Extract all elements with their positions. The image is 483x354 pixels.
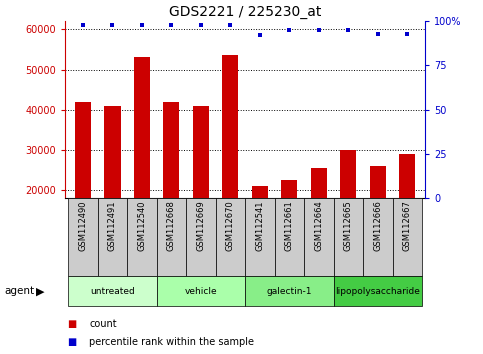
Text: count: count xyxy=(89,319,117,329)
Bar xyxy=(68,276,156,306)
Point xyxy=(285,27,293,33)
Bar xyxy=(275,198,304,276)
Text: GSM112666: GSM112666 xyxy=(373,201,383,251)
Bar xyxy=(215,198,245,276)
Bar xyxy=(363,198,393,276)
Point xyxy=(197,22,205,28)
Text: GSM112664: GSM112664 xyxy=(314,201,323,251)
Point xyxy=(315,27,323,33)
Bar xyxy=(340,150,356,271)
Point xyxy=(168,22,175,28)
Point xyxy=(403,31,411,36)
Bar xyxy=(370,166,386,271)
Point xyxy=(256,33,264,38)
Bar xyxy=(75,102,91,271)
Bar xyxy=(281,180,298,271)
Text: ■: ■ xyxy=(68,337,77,347)
Bar xyxy=(399,154,415,271)
Point xyxy=(79,22,87,28)
Bar xyxy=(252,186,268,271)
Bar xyxy=(98,198,127,276)
Text: GSM112667: GSM112667 xyxy=(403,201,412,251)
Text: GSM112491: GSM112491 xyxy=(108,201,117,251)
Text: GSM112490: GSM112490 xyxy=(78,201,87,251)
Point xyxy=(109,22,116,28)
Text: GSM112668: GSM112668 xyxy=(167,201,176,251)
Bar xyxy=(245,198,275,276)
Text: GSM112541: GSM112541 xyxy=(256,201,264,251)
Text: vehicle: vehicle xyxy=(185,287,217,296)
Text: GSM112665: GSM112665 xyxy=(344,201,353,251)
Text: agent: agent xyxy=(5,286,35,296)
Text: ■: ■ xyxy=(68,319,77,329)
Text: galectin-1: galectin-1 xyxy=(267,287,312,296)
Text: lipopolysaccharide: lipopolysaccharide xyxy=(335,287,420,296)
Text: GSM112670: GSM112670 xyxy=(226,201,235,251)
Text: ▶: ▶ xyxy=(36,286,45,296)
Bar xyxy=(334,198,363,276)
Text: GSM112661: GSM112661 xyxy=(285,201,294,251)
Bar xyxy=(156,276,245,306)
Point xyxy=(374,31,382,36)
Bar xyxy=(68,198,98,276)
Bar xyxy=(156,198,186,276)
Point xyxy=(227,22,234,28)
Bar xyxy=(311,168,327,271)
Title: GDS2221 / 225230_at: GDS2221 / 225230_at xyxy=(169,5,321,19)
Text: GSM112669: GSM112669 xyxy=(197,201,205,251)
Bar xyxy=(104,106,120,271)
Bar xyxy=(222,56,239,271)
Bar xyxy=(245,276,334,306)
Bar xyxy=(334,276,422,306)
Bar xyxy=(186,198,215,276)
Point xyxy=(344,27,352,33)
Text: untreated: untreated xyxy=(90,287,135,296)
Text: percentile rank within the sample: percentile rank within the sample xyxy=(89,337,255,347)
Bar xyxy=(393,198,422,276)
Bar xyxy=(193,106,209,271)
Bar xyxy=(304,198,334,276)
Bar xyxy=(134,57,150,271)
Point xyxy=(138,22,146,28)
Bar xyxy=(127,198,156,276)
Text: GSM112540: GSM112540 xyxy=(137,201,146,251)
Bar xyxy=(163,102,180,271)
